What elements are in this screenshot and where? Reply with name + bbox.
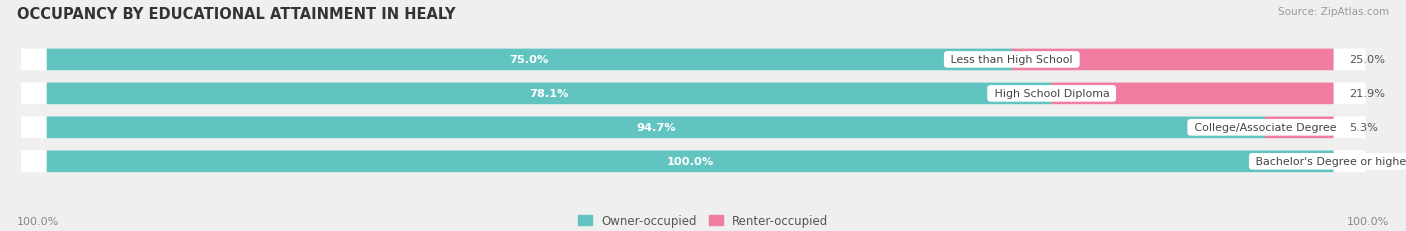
Text: 100.0%: 100.0% <box>666 157 714 167</box>
Text: 25.0%: 25.0% <box>1348 55 1385 65</box>
Text: 5.3%: 5.3% <box>1348 123 1378 133</box>
Text: 21.9%: 21.9% <box>1348 89 1385 99</box>
Legend: Owner-occupied, Renter-occupied: Owner-occupied, Renter-occupied <box>578 214 828 227</box>
FancyBboxPatch shape <box>1012 49 1333 71</box>
FancyBboxPatch shape <box>14 117 1365 139</box>
FancyBboxPatch shape <box>1052 83 1333 105</box>
Text: 100.0%: 100.0% <box>1347 216 1389 226</box>
Text: High School Diploma: High School Diploma <box>991 89 1112 99</box>
Text: 94.7%: 94.7% <box>637 123 676 133</box>
FancyBboxPatch shape <box>14 49 1365 71</box>
FancyBboxPatch shape <box>46 83 1052 105</box>
Text: 100.0%: 100.0% <box>17 216 59 226</box>
Text: 75.0%: 75.0% <box>509 55 548 65</box>
FancyBboxPatch shape <box>46 49 1012 71</box>
Text: Bachelor's Degree or higher: Bachelor's Degree or higher <box>1253 157 1406 167</box>
FancyBboxPatch shape <box>14 83 1365 105</box>
Text: 78.1%: 78.1% <box>530 89 569 99</box>
Text: College/Associate Degree: College/Associate Degree <box>1191 123 1340 133</box>
Text: OCCUPANCY BY EDUCATIONAL ATTAINMENT IN HEALY: OCCUPANCY BY EDUCATIONAL ATTAINMENT IN H… <box>17 7 456 22</box>
Text: Source: ZipAtlas.com: Source: ZipAtlas.com <box>1278 7 1389 17</box>
FancyBboxPatch shape <box>1265 117 1333 139</box>
FancyBboxPatch shape <box>46 117 1265 139</box>
FancyBboxPatch shape <box>14 151 1365 172</box>
Text: Less than High School: Less than High School <box>948 55 1077 65</box>
Text: 0.0%: 0.0% <box>1348 157 1378 167</box>
FancyBboxPatch shape <box>46 151 1333 172</box>
